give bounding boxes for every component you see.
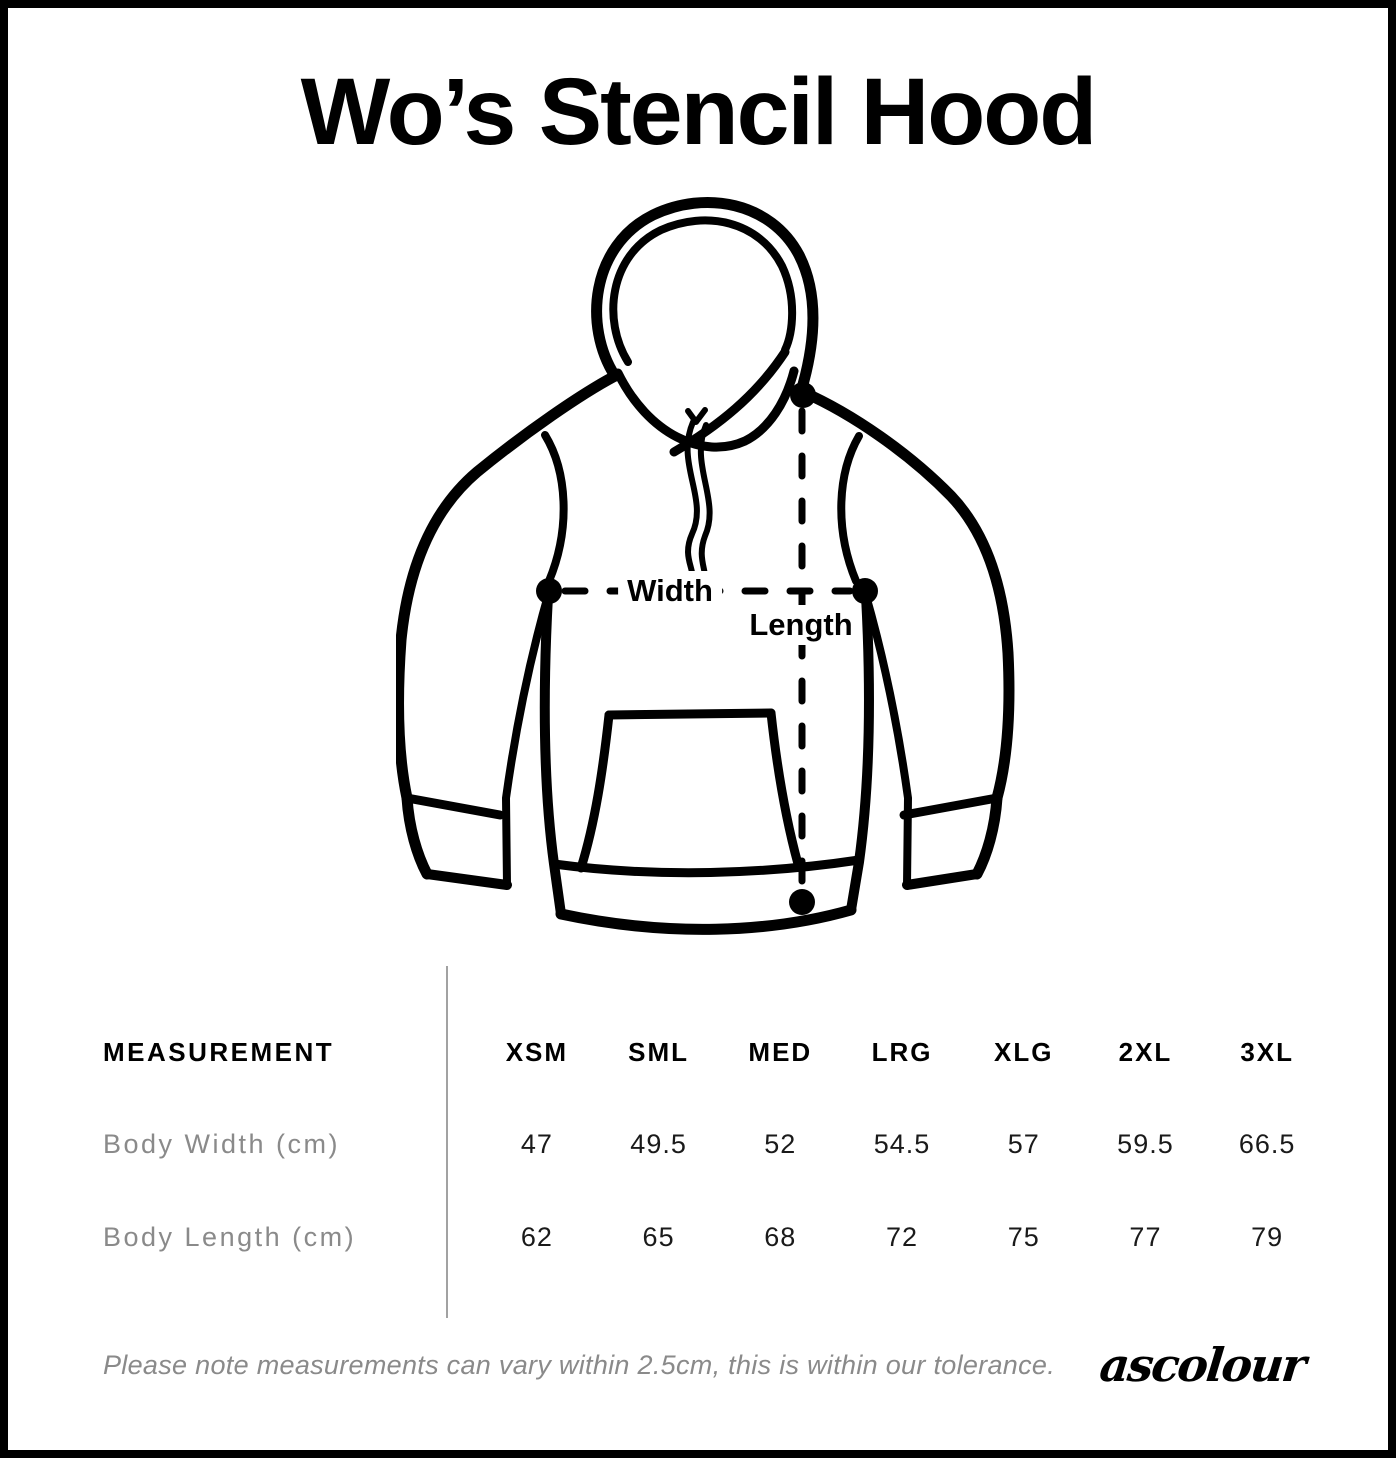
body-length-row: Body Length (cm) 62 65 68 72 75 77 79 <box>103 1219 1328 1255</box>
body-length-xlg: 75 <box>1007 1221 1040 1252</box>
size-column-med: MED <box>748 1036 813 1067</box>
body-width-xsm: 47 <box>520 1128 553 1159</box>
hoodie-illustration <box>396 197 1015 935</box>
page-title: Wo’s Stencil Hood <box>300 59 1098 165</box>
row-label-body-length: Body Length (cm) <box>103 1221 357 1252</box>
body-length-2xl: 77 <box>1129 1221 1162 1252</box>
hoodie-diagram: Width Length <box>396 186 1020 978</box>
table-divider <box>446 966 448 1318</box>
size-table-header-row: MEASUREMENT XSM SML MED LRG XLG 2XL 3XL <box>103 1034 1328 1070</box>
body-width-xlg: 57 <box>1007 1128 1040 1159</box>
body-outline <box>396 370 1015 919</box>
size-column-sml: SML <box>628 1036 690 1067</box>
measure-dot <box>790 382 816 408</box>
measure-dot <box>789 889 815 915</box>
size-column-lrg: LRG <box>871 1036 933 1067</box>
ascolour-logo: ascolour <box>1096 1338 1307 1392</box>
length-measure-label: Length <box>740 605 862 645</box>
body-width-sml: 49.5 <box>630 1128 687 1159</box>
width-measure-label: Width <box>618 571 722 611</box>
measurement-header: MEASUREMENT <box>103 1036 335 1067</box>
size-column-2xl: 2XL <box>1118 1036 1173 1067</box>
kangaroo-pocket <box>576 708 803 873</box>
body-length-3xl: 79 <box>1251 1221 1284 1252</box>
body-length-med: 68 <box>764 1221 797 1252</box>
size-column-xlg: XLG <box>994 1036 1054 1067</box>
size-column-xsm: XSM <box>505 1036 569 1067</box>
body-width-lrg: 54.5 <box>873 1128 931 1159</box>
hem-band <box>549 855 864 935</box>
body-length-xsm: 62 <box>520 1221 553 1252</box>
size-column-3xl: 3XL <box>1240 1036 1295 1067</box>
body-length-lrg: 72 <box>885 1221 919 1252</box>
body-width-med: 52 <box>764 1128 797 1159</box>
body-length-sml: 65 <box>642 1221 675 1252</box>
measure-dot <box>852 578 878 604</box>
cuffs <box>401 792 1003 890</box>
body-width-2xl: 59.5 <box>1117 1128 1174 1159</box>
drawstrings <box>684 407 713 588</box>
body-width-3xl: 66.5 <box>1238 1128 1296 1159</box>
tolerance-note: Please note measurements can vary within… <box>103 1350 1056 1380</box>
measure-dot <box>536 578 562 604</box>
body-width-row: Body Width (cm) 47 49.5 52 54.5 57 59.5 … <box>103 1126 1328 1162</box>
row-label-body-width: Body Width (cm) <box>103 1128 341 1159</box>
